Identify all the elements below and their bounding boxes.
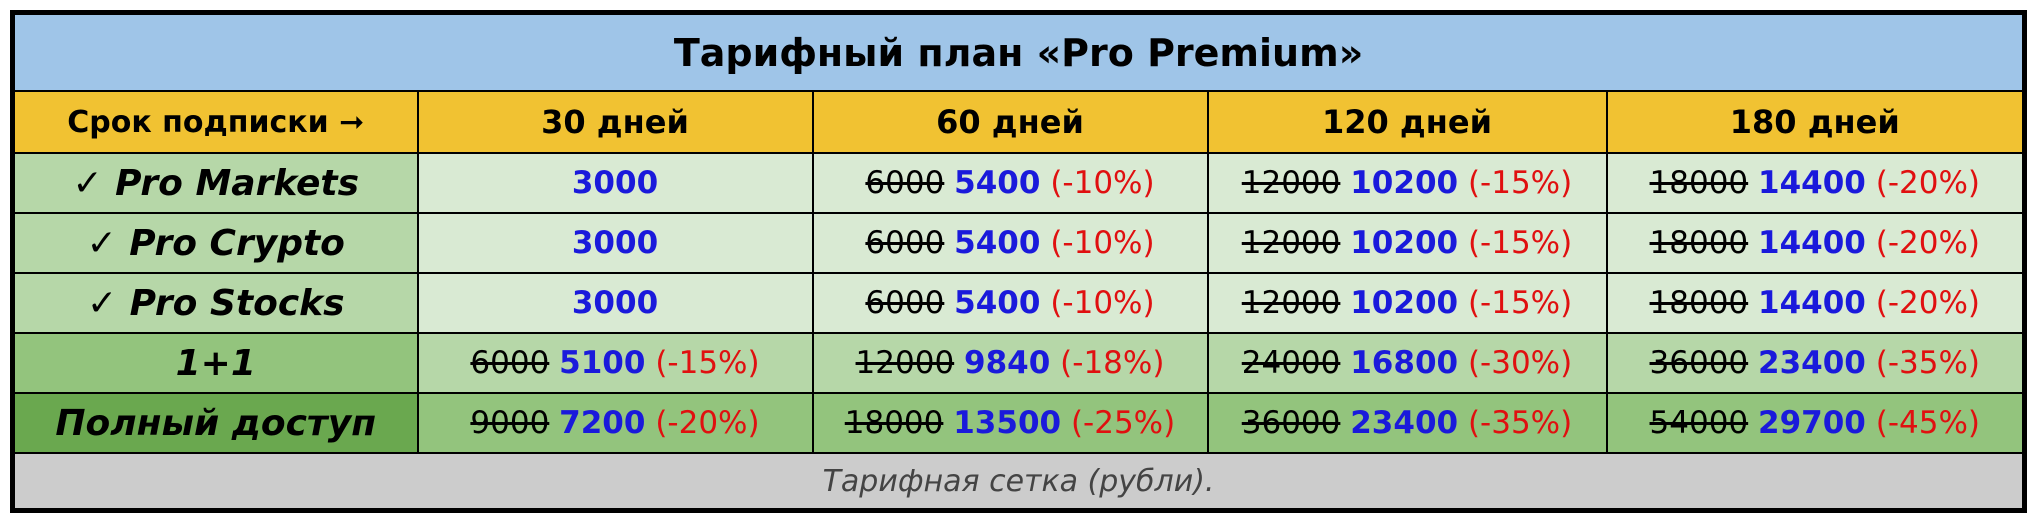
plan-row: 1+1 6000 5100 (-15%) 12000 9840 (-18%) 2400… bbox=[11, 332, 2026, 394]
price-cell: 3000 bbox=[416, 272, 814, 334]
old-price: 9000 bbox=[470, 405, 550, 441]
price-cell: 3000 bbox=[416, 212, 814, 274]
old-price: 24000 bbox=[1241, 345, 1341, 381]
old-price: 6000 bbox=[470, 345, 550, 381]
caption-row: Тарифная сетка (рубли). bbox=[11, 452, 2026, 512]
old-price: 6000 bbox=[865, 165, 945, 201]
discount: (-15%) bbox=[1467, 285, 1573, 321]
header-cell: Срок подписки ➞ bbox=[11, 90, 419, 154]
new-price: 5400 bbox=[954, 285, 1041, 321]
old-price: 54000 bbox=[1649, 405, 1749, 441]
new-price: 13500 bbox=[953, 405, 1062, 441]
new-price: 7200 bbox=[559, 405, 646, 441]
price-cell: 3000 bbox=[416, 152, 814, 214]
discount: (-20%) bbox=[1875, 225, 1981, 261]
old-price: 6000 bbox=[865, 285, 945, 321]
header-row: Срок подписки ➞ 30 дней 60 дней 120 дней 180… bbox=[11, 90, 2026, 154]
price-cell: 12000 9840 (-18%) bbox=[811, 332, 1209, 394]
new-price: 16800 bbox=[1350, 345, 1459, 381]
new-price: 23400 bbox=[1350, 405, 1459, 441]
price-cell: 54000 29700 (-45%) bbox=[1605, 392, 2026, 454]
price-cell: 36000 23400 (-35%) bbox=[1605, 332, 2026, 394]
new-price: 3000 bbox=[571, 285, 659, 321]
discount: (-20%) bbox=[1875, 285, 1981, 321]
price-cell: 36000 23400 (-35%) bbox=[1206, 392, 1608, 454]
discount: (-15%) bbox=[655, 345, 760, 381]
old-price: 12000 bbox=[855, 345, 955, 381]
plan-row: ✓ Pro Markets 3000 6000 5400 (-10%) 12000 1… bbox=[11, 152, 2026, 214]
new-price: 23400 bbox=[1758, 345, 1866, 381]
plan-label: Полный доступ bbox=[11, 392, 419, 454]
plan-label: ✓ Pro Markets bbox=[11, 152, 419, 214]
header-cell: 120 дней bbox=[1206, 90, 1608, 154]
plan-label: ✓ Pro Stocks bbox=[11, 272, 419, 334]
new-price: 5400 bbox=[954, 225, 1041, 261]
old-price: 6000 bbox=[865, 225, 945, 261]
new-price: 10200 bbox=[1350, 165, 1459, 201]
new-price: 5100 bbox=[559, 345, 646, 381]
price-cell: 18000 14400 (-20%) bbox=[1605, 272, 2026, 334]
new-price: 29700 bbox=[1758, 405, 1866, 441]
old-price: 36000 bbox=[1649, 345, 1749, 381]
old-price: 18000 bbox=[844, 405, 944, 441]
discount: (-10%) bbox=[1050, 225, 1155, 261]
new-price: 14400 bbox=[1758, 285, 1866, 321]
header-cell: 60 дней bbox=[811, 90, 1209, 154]
price-cell: 12000 10200 (-15%) bbox=[1206, 212, 1608, 274]
price-cell: 6000 5100 (-15%) bbox=[416, 332, 814, 394]
discount: (-15%) bbox=[1467, 225, 1573, 261]
price-cell: 6000 5400 (-10%) bbox=[811, 272, 1209, 334]
old-price: 12000 bbox=[1241, 225, 1341, 261]
price-cell: 12000 10200 (-15%) bbox=[1206, 152, 1608, 214]
discount: (-18%) bbox=[1060, 345, 1165, 381]
new-price: 9840 bbox=[964, 345, 1051, 381]
discount: (-10%) bbox=[1050, 165, 1155, 201]
price-cell: 12000 10200 (-15%) bbox=[1206, 272, 1608, 334]
discount: (-10%) bbox=[1050, 285, 1155, 321]
discount: (-15%) bbox=[1467, 165, 1573, 201]
plan-label: 1+1 bbox=[11, 332, 419, 394]
price-cell: 18000 14400 (-20%) bbox=[1605, 212, 2026, 274]
price-cell: 9000 7200 (-20%) bbox=[416, 392, 814, 454]
discount: (-25%) bbox=[1070, 405, 1176, 441]
price-table: Тарифный план «Pro Premium» Срок подписки… bbox=[10, 10, 2028, 513]
new-price: 3000 bbox=[571, 225, 659, 261]
price-cell: 18000 14400 (-20%) bbox=[1605, 152, 2026, 214]
price-cell: 6000 5400 (-10%) bbox=[811, 152, 1209, 214]
old-price: 12000 bbox=[1241, 165, 1341, 201]
old-price: 18000 bbox=[1649, 165, 1749, 201]
caption: Тарифная сетка (рубли). bbox=[11, 452, 2026, 512]
old-price: 36000 bbox=[1241, 405, 1341, 441]
plan-row: Полный доступ 9000 7200 (-20%) 18000 13500… bbox=[11, 392, 2026, 454]
new-price: 14400 bbox=[1758, 165, 1866, 201]
new-price: 14400 bbox=[1758, 225, 1866, 261]
price-cell: 24000 16800 (-30%) bbox=[1206, 332, 1608, 394]
plan-row: ✓ Pro Stocks 3000 6000 5400 (-10%) 12000 10… bbox=[11, 272, 2026, 334]
discount: (-30%) bbox=[1467, 345, 1573, 381]
plan-row: ✓ Pro Crypto 3000 6000 5400 (-10%) 12000 10… bbox=[11, 212, 2026, 274]
old-price: 12000 bbox=[1241, 285, 1341, 321]
plan-label: ✓ Pro Crypto bbox=[11, 212, 419, 274]
price-cell: 6000 5400 (-10%) bbox=[811, 212, 1209, 274]
discount: (-45%) bbox=[1875, 405, 1981, 441]
title: Тарифный план «Pro Premium» bbox=[11, 11, 2026, 92]
new-price: 10200 bbox=[1350, 285, 1459, 321]
discount: (-20%) bbox=[655, 405, 760, 441]
discount: (-35%) bbox=[1875, 345, 1981, 381]
title-row: Тарифный план «Pro Premium» bbox=[11, 11, 2026, 92]
new-price: 10200 bbox=[1350, 225, 1459, 261]
header-cell: 30 дней bbox=[416, 90, 814, 154]
old-price: 18000 bbox=[1649, 225, 1749, 261]
new-price: 3000 bbox=[571, 165, 659, 201]
discount: (-35%) bbox=[1467, 405, 1573, 441]
new-price: 5400 bbox=[954, 165, 1041, 201]
table-body: Тарифный план «Pro Premium» Срок подписки… bbox=[11, 11, 2026, 512]
price-cell: 18000 13500 (-25%) bbox=[811, 392, 1209, 454]
header-cell: 180 дней bbox=[1605, 90, 2026, 154]
old-price: 18000 bbox=[1649, 285, 1749, 321]
discount: (-20%) bbox=[1875, 165, 1981, 201]
